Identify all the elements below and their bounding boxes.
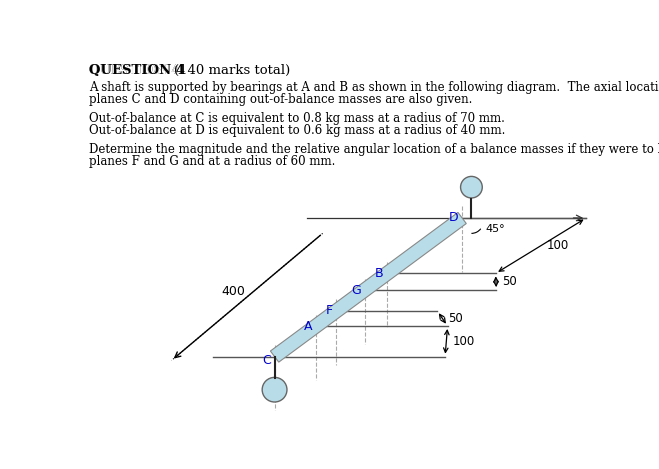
Text: Out-of-balance at C is equivalent to 0.8 kg mass at a radius of 70 mm.: Out-of-balance at C is equivalent to 0.8…	[88, 112, 504, 125]
Text: QUESTION 4: QUESTION 4	[88, 64, 179, 77]
Circle shape	[461, 176, 482, 198]
Text: B: B	[374, 267, 384, 280]
Text: 100: 100	[547, 239, 569, 252]
Text: Determine the magnitude and the relative angular location of a balance masses if: Determine the magnitude and the relative…	[88, 143, 659, 156]
Text: C: C	[262, 354, 271, 367]
Text: planes F and G and at a radius of 60 mm.: planes F and G and at a radius of 60 mm.	[88, 155, 335, 168]
Text: 50: 50	[502, 275, 517, 288]
Text: G: G	[351, 284, 360, 296]
Text: 45°: 45°	[486, 224, 505, 234]
Text: 400: 400	[221, 285, 245, 298]
Text: 50: 50	[449, 312, 463, 325]
Text: 100: 100	[453, 335, 474, 348]
Text: planes C and D containing out-of-balance masses are also given.: planes C and D containing out-of-balance…	[88, 93, 472, 106]
Text: A: A	[303, 319, 312, 333]
Text: A shaft is supported by bearings at A and B as shown in the following diagram.  : A shaft is supported by bearings at A an…	[88, 81, 659, 94]
Text: QUESTION 4: QUESTION 4	[88, 64, 185, 77]
Text: F: F	[326, 304, 333, 318]
Text: D: D	[449, 212, 458, 225]
Circle shape	[262, 378, 287, 402]
Text: (140 marks total): (140 marks total)	[157, 64, 290, 77]
Text: Out-of-balance at D is equivalent to 0.6 kg mass at a radius of 40 mm.: Out-of-balance at D is equivalent to 0.6…	[88, 124, 505, 137]
Polygon shape	[270, 212, 467, 362]
Text: QUESTION 4: QUESTION 4	[88, 64, 197, 77]
